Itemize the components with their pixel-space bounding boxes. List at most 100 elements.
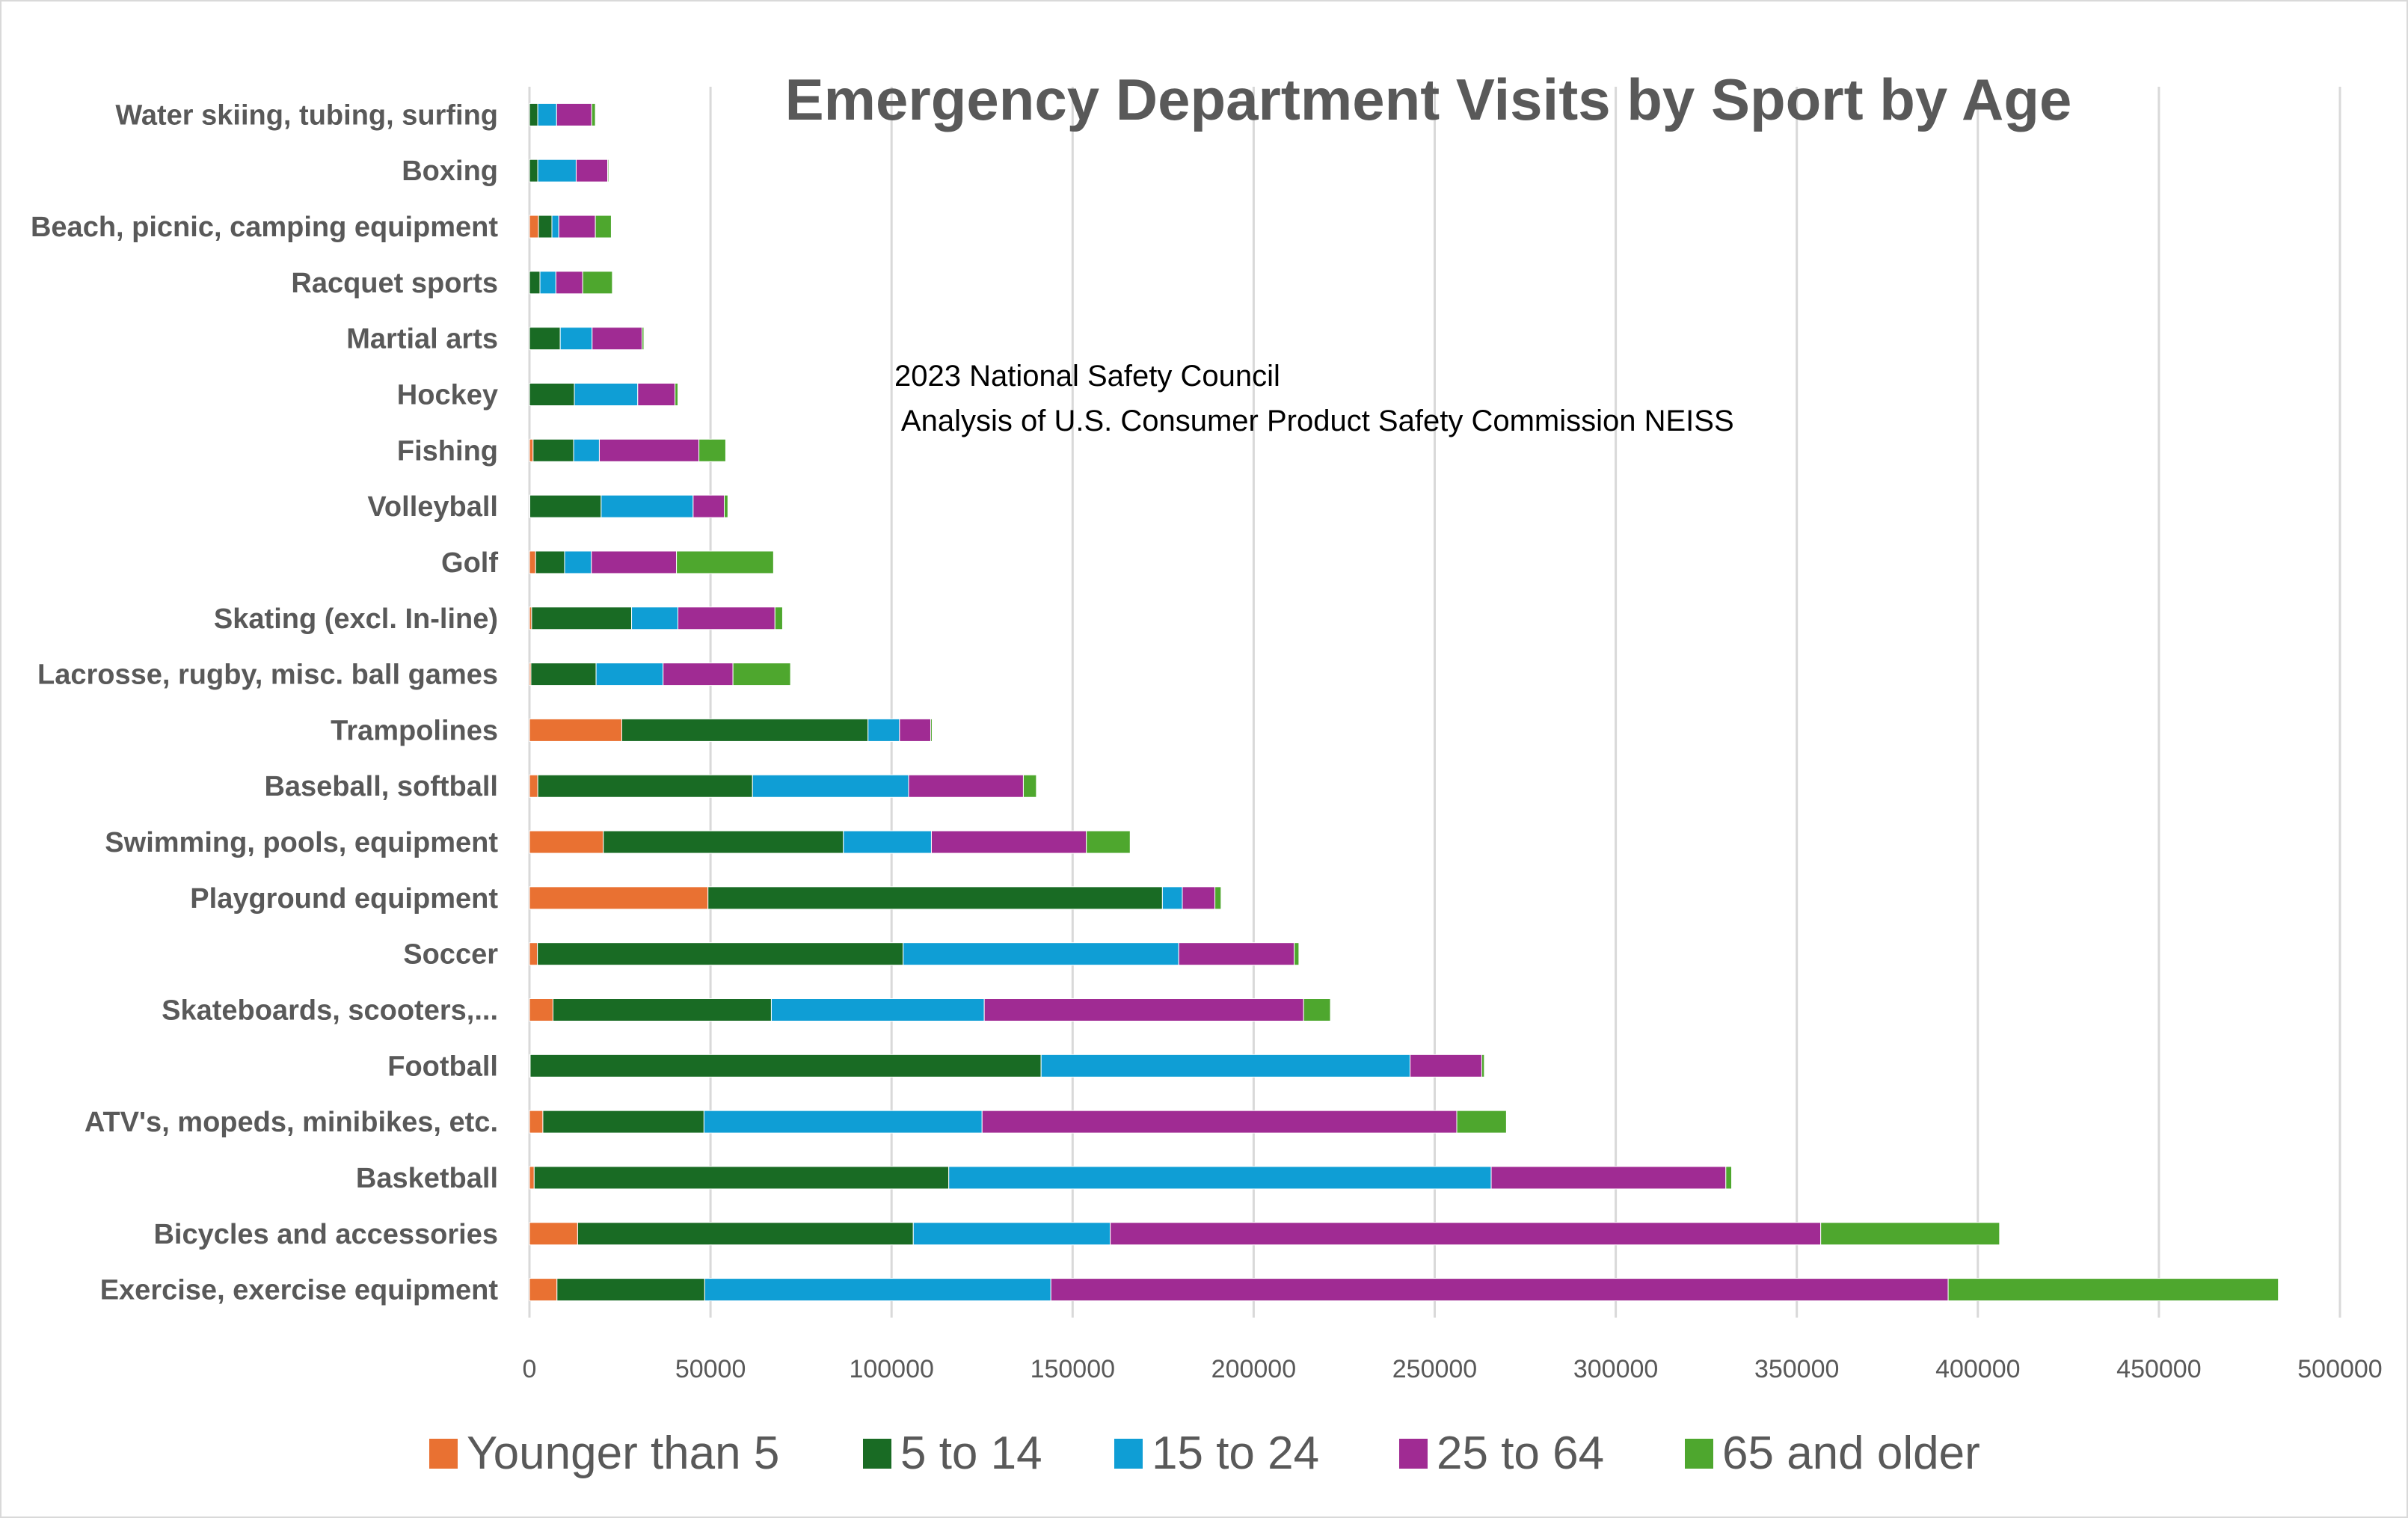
bar-segment-65-and-older [676,550,774,574]
category-label: Hockey [397,380,498,411]
bar-segment-15-to-24 [903,942,1179,966]
bar-segment-25-to-64 [1050,1278,1949,1302]
category-label: Bicycles and accessories [153,1219,498,1250]
category-label: Beach, picnic, camping equipment [31,212,498,243]
bar-segment-25-to-64 [983,998,1304,1021]
bar-segment-25-to-64 [591,550,678,574]
legend-item: 5 to 14 [863,1428,1042,1479]
legend-label: 15 to 24 [1152,1428,1319,1479]
bar-segment-5-to-14 [530,663,597,686]
x-tick-label: 300000 [1573,1355,1658,1383]
bar-segment-65-and-older [1725,1166,1733,1190]
category-label: Skating (excl. In-line) [214,603,498,635]
bar-segment-25-to-64 [692,494,725,518]
category-label: Volleyball [367,491,498,523]
category-label: Racquet sports [291,268,498,299]
bar-segment-25-to-64 [556,102,592,126]
bar-segment-5-to-14 [529,494,602,518]
bar-segment-25-to-64 [637,383,676,406]
bar-row [529,438,726,462]
bar-segment-25-to-64 [678,606,775,630]
bar-segment-25-to-64 [1110,1222,1822,1246]
bar-row [529,830,1131,854]
bar-segment-65-and-older [732,663,791,686]
x-tick-label: 0 [523,1355,537,1383]
bar-segment-5-to-14 [529,271,541,295]
legend-item: 65 and older [1685,1428,1980,1479]
bar-segment-65-and-older [595,215,612,239]
bar-row [529,1166,1733,1190]
bar-row [529,663,791,686]
bar-segment-65-and-older [582,271,613,295]
bar-row [529,159,609,182]
bar-row [529,550,774,574]
bar-segment-5-to-14 [552,998,772,1021]
bar-segment-5-to-14 [531,606,633,630]
bar-segment-65-and-older [1456,1110,1507,1134]
category-label: Fishing [397,435,498,467]
bar-segment-25-to-64 [592,327,643,351]
bar-segment-15-to-24 [948,1166,1492,1190]
bar-segment-5-to-14 [538,215,553,239]
bar-segment-65-and-older [591,102,596,126]
bar-segment-25-to-64 [558,215,596,239]
bar-segment-younger-than-5 [529,1278,558,1302]
bar-segment-5-to-14 [529,327,561,351]
bar-segment-15-to-24 [770,998,985,1021]
legend-swatch [863,1439,891,1469]
x-axis-ticks: 0 50000 100000 150000 200000 250000 300000 3500… [523,1355,2383,1383]
legend-label: Younger than 5 [467,1428,779,1479]
bar-segment-65-and-older [698,438,726,462]
bar-segment-65-and-older [642,327,645,351]
bar-segment-15-to-24 [601,494,694,518]
category-label: Boxing [402,156,498,187]
x-tick-label: 500000 [2297,1355,2382,1383]
bar-segment-15-to-24 [867,718,900,742]
bar-segment-younger-than-5 [529,550,536,574]
bar-segment-15-to-24 [1040,1054,1411,1078]
bar-segment-5-to-14 [529,102,538,126]
bar-row [529,1278,2279,1302]
chart-title: Emergency Department Visits by Sport by … [785,67,2072,132]
bar-row [529,886,1222,910]
category-label: ATV's, mopeds, minibikes, etc. [85,1107,498,1138]
bar-segment-65-and-older [774,606,783,630]
bar-segment-15-to-24 [537,102,557,126]
bar-row [529,383,679,406]
x-tick-label: 100000 [849,1355,933,1383]
bar-segment-15-to-24 [631,606,679,630]
bars [529,102,2279,1302]
bar-row [529,1110,1507,1134]
bar-segment-15-to-24 [595,663,664,686]
category-label: Lacrosse, rugby, misc. ball games [37,660,498,691]
bar-segment-15-to-24 [537,159,577,182]
bar-segment-5-to-14 [529,159,538,182]
bar-segment-5-to-14 [533,1166,950,1190]
bar-row [529,494,728,518]
bar-segment-younger-than-5 [529,215,539,239]
category-label: Football [387,1051,498,1082]
bar-segment-15-to-24 [551,215,559,239]
bar-segment-65-and-older [1294,942,1300,966]
bar-segment-25-to-64 [575,159,609,182]
x-tick-label: 450000 [2116,1355,2201,1383]
bar-segment-25-to-64 [930,830,1087,854]
bar-segment-younger-than-5 [529,830,604,854]
x-tick-label: 350000 [1754,1355,1839,1383]
legend-label: 5 to 14 [900,1428,1042,1479]
x-tick-label: 50000 [675,1355,746,1383]
bar-segment-65-and-older [607,159,609,182]
bar-segment-15-to-24 [573,438,600,462]
annotation-line-2: Analysis of U.S. Consumer Product Safety… [894,405,1734,437]
bar-segment-younger-than-5 [529,438,534,462]
legend-swatch [1685,1439,1713,1469]
bar-row [529,942,1300,966]
bar-row [529,215,612,239]
bar-row [529,327,645,351]
category-label: Playground equipment [190,883,498,915]
bar-segment-25-to-64 [899,718,931,742]
bar-segment-15-to-24 [559,327,593,351]
bar-segment-younger-than-5 [529,886,709,910]
annotation-line-1: 2023 National Safety Council [894,360,1280,393]
bar-segment-5-to-14 [577,1222,914,1246]
